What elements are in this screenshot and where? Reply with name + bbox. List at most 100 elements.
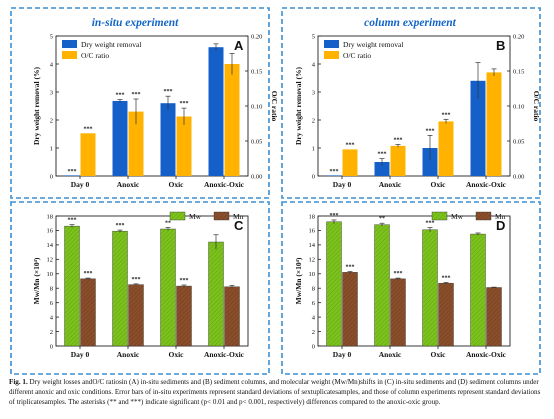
x-tick-label-A: Anoxic-Oxic [204,180,245,189]
group-title-A: in-situ experiment [92,17,179,29]
bar-B-s1 [326,175,342,176]
legend-label-A-1: Dry weight removal [81,40,141,49]
bar-A-s2 [128,111,144,176]
panel-letter-B: B [496,38,505,53]
y2-tick-label-B: 0.05 [513,138,524,145]
y-tick-label-C: 2 [50,329,53,336]
legend-label-D-1: Mw [451,212,464,221]
group-title-B: column experiment [364,17,456,29]
bar-C-s1 [208,241,224,347]
y2-tick-label-A: 0.20 [251,33,262,40]
y2-tick-label-B: 0.00 [513,173,524,180]
y-axis-label-D: Mw/Mn (×10⁴) [294,257,303,304]
legend-swatch-C-1 [169,211,186,221]
significance-mark-C: *** [116,223,125,229]
y2-tick-label-A: 0.00 [251,173,262,180]
significance-mark-B: *** [346,142,355,148]
y2-tick-label-A: 0.15 [251,68,262,75]
y-tick-label-A: 5 [50,33,53,40]
y-tick-label-D: 4 [312,314,316,321]
legend-swatch-A-2 [62,51,77,59]
significance-mark-B: *** [426,128,435,134]
x-tick-label-A: Oxic [169,180,185,189]
bar-C-s2 [80,278,96,347]
plot-frame-D [317,215,511,347]
bar-A-s2 [224,64,240,176]
y-tick-label-D: 10 [309,271,316,278]
y-tick-label-C: 10 [47,271,54,278]
y-tick-label-A: 3 [50,89,53,96]
bar-C-s2 [128,284,144,347]
y-axis-label-C: Mw/Mn (×10⁴) [32,257,41,304]
y-tick-label-B: 3 [312,89,315,96]
y-tick-label-D: 16 [309,228,316,235]
significance-mark-D: ** [379,216,385,222]
y-tick-label-D: 8 [312,286,315,293]
y-tick-label-C: 14 [47,242,54,249]
y-tick-label-C: 0 [50,343,53,350]
significance-mark-C: *** [132,277,141,283]
legend-swatch-B-1 [324,40,339,48]
y2-axis-label-A: O/C ratio [270,91,279,122]
x-tick-label-A: Anoxic [117,180,140,189]
frame-column [281,7,541,199]
bar-B-s2 [390,145,406,176]
y-tick-label-C: 6 [50,300,54,307]
y-tick-label-C: 4 [50,314,54,321]
y-tick-label-D: 6 [312,300,316,307]
bar-A-s1 [160,103,176,176]
y2-tick-label-A: 0.10 [251,103,262,110]
y-tick-label-C: 18 [47,213,54,220]
significance-mark-D: *** [330,213,339,219]
y-tick-label-B: 1 [312,145,315,152]
y-tick-label-D: 18 [309,213,316,220]
significance-mark-B: *** [330,169,339,175]
significance-mark-B: *** [442,112,451,118]
y-tick-label-D: 12 [309,257,316,264]
bar-D-s1 [326,221,342,347]
x-tick-label-B: Day 0 [333,180,352,189]
y-tick-label-B: 2 [312,117,315,124]
bar-B-s1 [422,148,438,176]
significance-mark-B: *** [394,138,403,144]
frame-in-situ [10,7,270,199]
caption-text: Dry weight losses andO/C ratiosin (A) in… [9,378,541,406]
bar-A-s1 [64,175,80,176]
bar-D-s1 [422,229,438,347]
x-tick-label-A: Day 0 [71,180,90,189]
bar-D-s2 [390,278,406,347]
y2-axis-label-B: O/C ratio [532,91,541,122]
significance-mark-A: *** [132,92,141,98]
significance-mark-B: *** [378,152,387,158]
bar-D-s2 [486,287,502,347]
x-tick-label-D: Day 0 [333,350,352,359]
caption-label: Fig. 1. [9,378,28,386]
legend-swatch-D-1 [431,211,448,221]
bar-B-s2 [486,72,502,176]
x-tick-label-B: Anoxic [379,180,402,189]
x-tick-label-D: Anoxic-Oxic [466,350,507,359]
significance-mark-C: *** [68,218,77,224]
legend-swatch-A-1 [62,40,77,48]
bar-D-s2 [342,272,358,347]
y-tick-label-A: 1 [50,145,53,152]
y-tick-label-A: 2 [50,117,53,124]
bar-B-s1 [470,80,486,176]
significance-mark-A: *** [164,89,173,95]
significance-mark-D: *** [442,275,451,281]
bar-C-s1 [112,230,128,347]
y-axis-label-A: Dry weight removal (%) [32,67,41,145]
x-tick-label-C: Anoxic [117,350,140,359]
significance-mark-A: *** [68,169,77,175]
bar-D-s1 [470,233,486,347]
legend-label-A-2: O/C ratio [81,51,109,60]
significance-mark-C: ** [165,221,171,227]
frame-d [281,201,541,375]
y2-tick-label-A: 0.05 [251,138,262,145]
y-tick-label-B: 0 [312,173,315,180]
bar-C-s2 [224,286,240,347]
legend-swatch-D-2 [475,211,492,221]
x-tick-label-C: Oxic [169,350,185,359]
y-tick-label-D: 0 [312,343,315,350]
